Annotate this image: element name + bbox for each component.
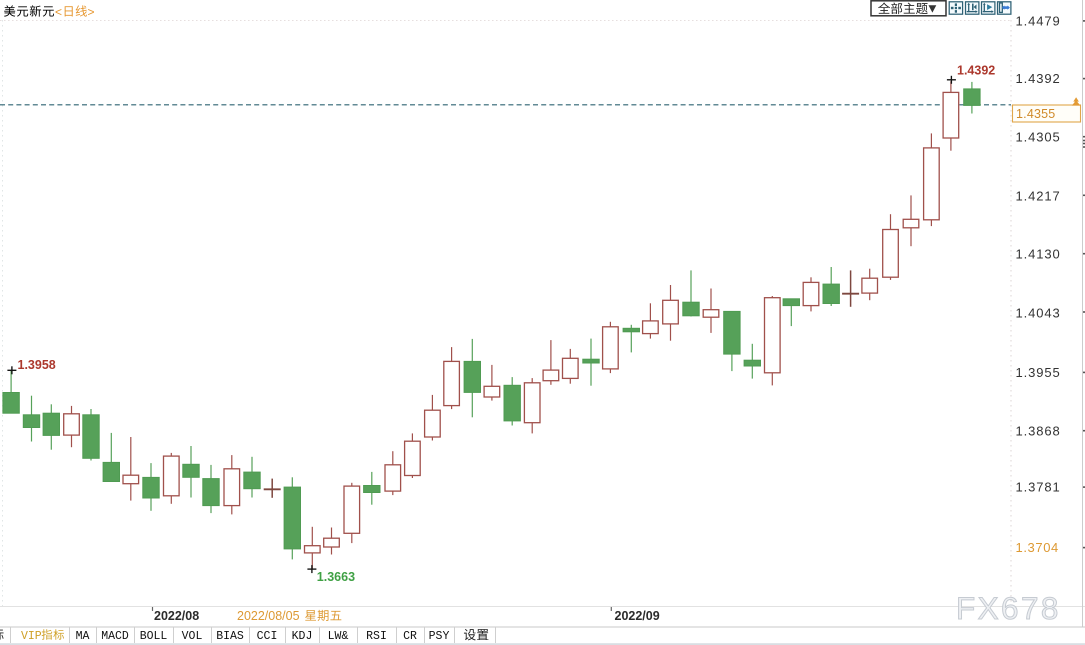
svg-text:1.3663: 1.3663 [317,570,355,584]
svg-text:1.4217: 1.4217 [1016,189,1061,204]
svg-text:BOLL: BOLL [140,630,168,643]
svg-text:1.4479: 1.4479 [1016,14,1061,29]
svg-text:1.3955: 1.3955 [1016,365,1061,380]
svg-text:1.4130: 1.4130 [1016,246,1061,261]
svg-text:MACD: MACD [101,630,129,643]
svg-text:VOL: VOL [182,630,203,643]
svg-text:KDJ: KDJ [292,630,313,643]
svg-text:<: < [55,5,62,19]
svg-text:1.4043: 1.4043 [1016,306,1061,321]
svg-text:1.3958: 1.3958 [18,358,56,372]
svg-text:VIP: VIP [21,630,42,643]
svg-text:BIAS: BIAS [216,630,244,643]
svg-text:PSY: PSY [429,630,450,643]
svg-text:CCI: CCI [257,630,278,643]
svg-text:2022/09: 2022/09 [615,609,660,623]
svg-text:CR: CR [403,630,417,643]
svg-text:2022/08: 2022/08 [154,609,199,623]
svg-text:1.4392: 1.4392 [957,64,995,78]
svg-text:2022/08/05: 2022/08/05 [237,609,300,623]
svg-text:LW&: LW& [328,630,349,643]
svg-text:1.3704: 1.3704 [1016,540,1059,555]
svg-text:1.4305: 1.4305 [1016,129,1061,144]
svg-text:MA: MA [76,630,90,643]
svg-text:1.4392: 1.4392 [1016,71,1061,86]
svg-text:RSI: RSI [366,630,387,643]
svg-text:1.3781: 1.3781 [1016,480,1061,495]
svg-text:>: > [88,5,95,19]
svg-text:FX678: FX678 [956,590,1061,626]
svg-text:1.4355: 1.4355 [1016,107,1055,121]
svg-text:1.3868: 1.3868 [1016,423,1061,438]
